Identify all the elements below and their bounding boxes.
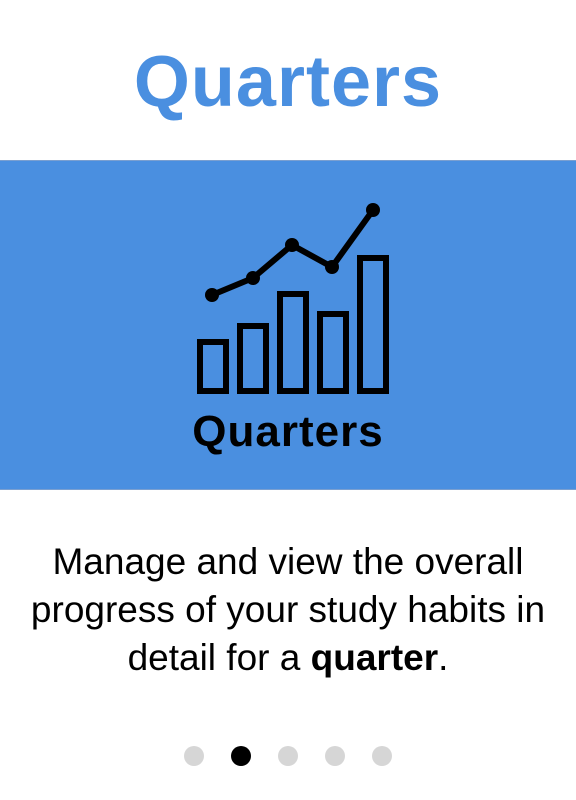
description-emphasis: quarter xyxy=(310,637,439,678)
feature-banner: Quarters xyxy=(0,160,576,490)
chart-point-5 xyxy=(366,203,380,217)
description-text: Manage and view the overall progress of … xyxy=(30,541,546,678)
chart-point-4 xyxy=(325,260,339,274)
chart-point-3 xyxy=(285,238,299,252)
page-dot-4[interactable] xyxy=(325,746,345,766)
chart-point-1 xyxy=(205,288,219,302)
chart-bar-4 xyxy=(317,311,349,394)
page-dot-3[interactable] xyxy=(278,746,298,766)
page-dot-5[interactable] xyxy=(372,746,392,766)
page-dot-1[interactable] xyxy=(184,746,204,766)
page-title: Quarters xyxy=(133,42,443,122)
bar-line-chart-icon xyxy=(197,203,389,394)
page-indicator xyxy=(0,746,576,766)
chart-bar-5 xyxy=(357,255,389,394)
chart-bar-1 xyxy=(197,339,229,394)
chart-bar-3 xyxy=(277,291,309,394)
banner-label: Quarters xyxy=(192,407,384,456)
chart-trend-line xyxy=(210,208,376,298)
feature-description: Manage and view the overall progress of … xyxy=(0,538,576,682)
page-dot-2[interactable] xyxy=(231,746,251,766)
description-end: . xyxy=(438,637,449,678)
chart-bar-2 xyxy=(237,323,269,394)
chart-point-2 xyxy=(246,271,260,285)
